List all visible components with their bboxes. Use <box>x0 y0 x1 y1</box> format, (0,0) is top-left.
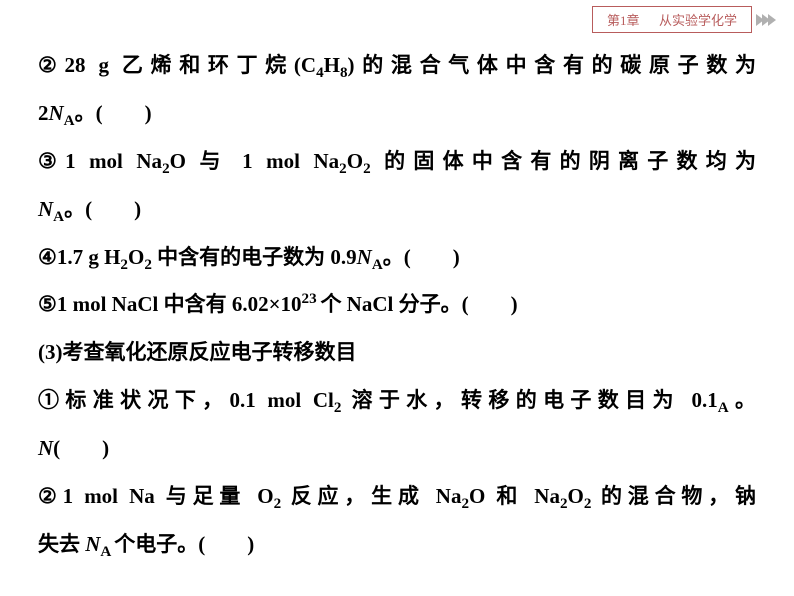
item-number: ② <box>38 53 65 77</box>
item-number: ② <box>38 484 63 508</box>
page-content: ②28 g 乙烯和环丁烷(C4H8)的混合气体中含有的碳原子数为2NA。( )③… <box>38 42 756 569</box>
text-line: ③1 mol Na2O 与 1 mol Na2O2 的固体中含有的阴离子数均为 <box>38 138 756 186</box>
item-number: ⑤ <box>38 292 57 316</box>
chevron-decor <box>758 14 776 26</box>
text-line: NA。( ) <box>38 186 756 234</box>
text-line: ⑤1 mol NaCl 中含有 6.02×1023 个 NaCl 分子。( ) <box>38 281 756 329</box>
item-number: ③ <box>38 149 65 173</box>
text-line: ②28 g 乙烯和环丁烷(C4H8)的混合气体中含有的碳原子数为 <box>38 42 756 90</box>
item-number: ④ <box>38 245 57 269</box>
text-line: ②1 mol Na 与足量 O2 反应，生成 Na2O 和 Na2O2 的混合物… <box>38 473 756 521</box>
text-line: N( ) <box>38 425 756 473</box>
chapter-title: 从实验学化学 <box>659 13 737 28</box>
chapter-label: 第1章 <box>607 13 640 28</box>
text-line: (3)考查氧化还原反应电子转移数目 <box>38 329 756 377</box>
text-line: 失去 NA 个电子。( ) <box>38 521 756 569</box>
text-line: ①标准状况下，0.1 mol Cl2 溶于水，转移的电子数目为 0.1A。 <box>38 377 756 425</box>
text-line: 2NA。( ) <box>38 90 756 138</box>
chapter-header: 第1章 从实验学化学 <box>592 6 752 33</box>
item-number: ① <box>38 388 65 412</box>
text-line: ④1.7 g H2O2 中含有的电子数为 0.9NA。( ) <box>38 234 756 282</box>
chevron-icon <box>768 14 776 26</box>
